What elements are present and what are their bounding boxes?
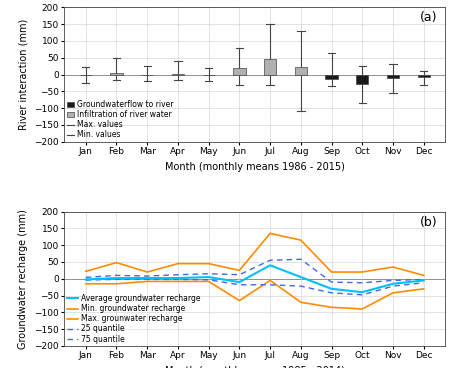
Bar: [418, 75, 430, 77]
25 quantile: [145, 277, 150, 282]
Min. groundwater recharge: [206, 279, 212, 284]
Average groundwater recharge: [237, 280, 242, 284]
75 quantile: [206, 272, 212, 276]
Bar: [264, 59, 276, 75]
Text: (a): (a): [420, 11, 437, 24]
25 quantile: [83, 278, 89, 282]
25 quantile: [267, 283, 273, 287]
Line: Min. groundwater recharge: Min. groundwater recharge: [86, 280, 424, 309]
75 quantile: [390, 278, 396, 283]
75 quantile: [237, 273, 242, 277]
Max. grounwater recharge: [421, 273, 426, 277]
Line: 25 quantile: 25 quantile: [86, 279, 424, 295]
Max. grounwater recharge: [83, 269, 89, 273]
Legend: Groundwaterflow to river, Infiltration of river water, Max. values, Min. values: Groundwaterflow to river, Infiltration o…: [67, 100, 174, 139]
Bar: [295, 67, 307, 75]
Line: Max. grounwater recharge: Max. grounwater recharge: [86, 233, 424, 275]
75 quantile: [421, 277, 426, 282]
Average groundwater recharge: [114, 276, 119, 280]
Y-axis label: River interaction (mm): River interaction (mm): [18, 19, 28, 130]
Max. grounwater recharge: [237, 268, 242, 273]
Max. grounwater recharge: [298, 238, 303, 243]
Average groundwater recharge: [206, 275, 212, 279]
Min. groundwater recharge: [175, 279, 181, 284]
Min. groundwater recharge: [329, 305, 334, 309]
Bar: [356, 75, 369, 84]
Max. grounwater recharge: [359, 270, 365, 274]
75 quantile: [175, 273, 181, 277]
Bar: [172, 74, 184, 75]
Max. grounwater recharge: [145, 270, 150, 274]
75 quantile: [83, 275, 89, 280]
75 quantile: [114, 273, 119, 277]
Average groundwater recharge: [145, 276, 150, 280]
Average groundwater recharge: [175, 276, 181, 280]
Max. grounwater recharge: [175, 261, 181, 266]
Bar: [233, 68, 246, 75]
Min. groundwater recharge: [421, 287, 426, 291]
Average groundwater recharge: [359, 290, 365, 294]
Max. grounwater recharge: [267, 231, 273, 236]
75 quantile: [329, 280, 334, 284]
25 quantile: [421, 280, 426, 285]
Bar: [110, 73, 123, 75]
25 quantile: [114, 277, 119, 282]
25 quantile: [237, 283, 242, 287]
Legend: Average groundwater recharge, Min. groundwater recharge, Max. grounwater recharg: Average groundwater recharge, Min. groun…: [67, 294, 201, 344]
Average groundwater recharge: [83, 277, 89, 282]
75 quantile: [145, 274, 150, 278]
Min. groundwater recharge: [298, 300, 303, 304]
Max. grounwater recharge: [114, 261, 119, 265]
75 quantile: [267, 258, 273, 262]
Average groundwater recharge: [267, 263, 273, 268]
Min. groundwater recharge: [145, 279, 150, 284]
Min. groundwater recharge: [390, 291, 396, 295]
X-axis label: Month (monthly means 1985 - 2014): Month (monthly means 1985 - 2014): [165, 366, 345, 368]
Max. grounwater recharge: [390, 265, 396, 269]
25 quantile: [206, 277, 212, 282]
Average groundwater recharge: [421, 278, 426, 283]
25 quantile: [175, 277, 181, 282]
Bar: [387, 75, 399, 78]
X-axis label: Month (monthly means 1986 - 2015): Month (monthly means 1986 - 2015): [165, 162, 345, 172]
Min. groundwater recharge: [359, 307, 365, 311]
Min. groundwater recharge: [114, 282, 119, 286]
Average groundwater recharge: [329, 287, 334, 291]
Text: (b): (b): [420, 216, 437, 229]
Min. groundwater recharge: [267, 278, 273, 283]
Max. grounwater recharge: [206, 261, 212, 266]
Line: 75 quantile: 75 quantile: [86, 259, 424, 283]
Max. grounwater recharge: [329, 270, 334, 274]
25 quantile: [298, 284, 303, 289]
25 quantile: [329, 291, 334, 295]
Average groundwater recharge: [298, 275, 303, 279]
Min. groundwater recharge: [237, 298, 242, 303]
Average groundwater recharge: [390, 282, 396, 286]
Min. groundwater recharge: [83, 282, 89, 286]
25 quantile: [359, 293, 365, 297]
Y-axis label: Groundwater recharge (mm): Groundwater recharge (mm): [18, 209, 28, 349]
75 quantile: [359, 280, 365, 285]
Bar: [325, 75, 338, 78]
25 quantile: [390, 284, 396, 289]
Line: Average groundwater recharge: Average groundwater recharge: [86, 265, 424, 292]
75 quantile: [298, 257, 303, 262]
